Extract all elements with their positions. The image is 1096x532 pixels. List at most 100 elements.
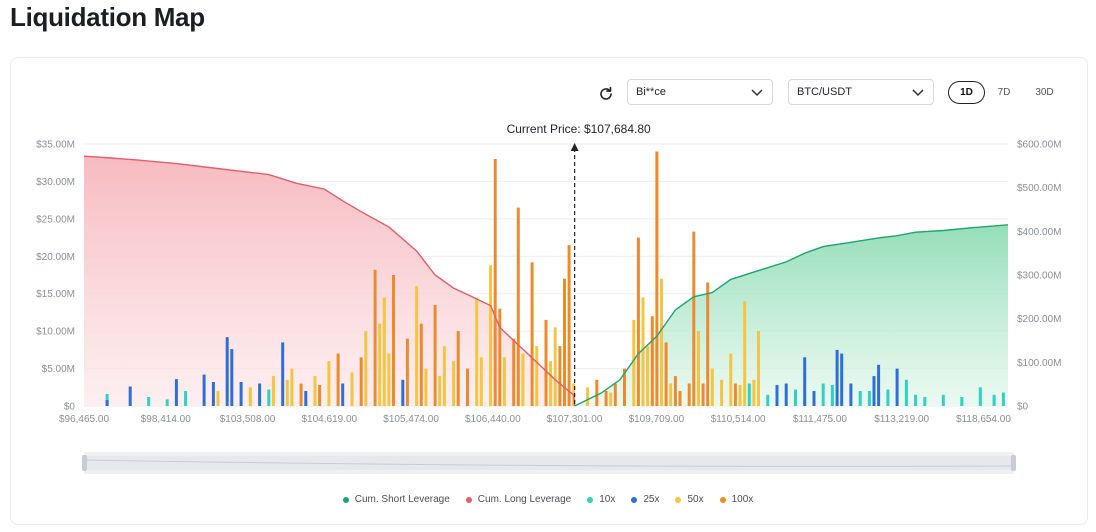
legend-label: 100x bbox=[731, 494, 754, 505]
legend-dot-icon bbox=[719, 496, 726, 503]
bar-x50 bbox=[729, 353, 733, 406]
legend-dot-icon bbox=[675, 496, 682, 503]
bar-x100 bbox=[456, 331, 460, 406]
bar-x25 bbox=[128, 386, 132, 406]
range-button-30d[interactable]: 30D bbox=[1035, 87, 1054, 98]
bar-x25 bbox=[895, 368, 899, 406]
bar-x10 bbox=[992, 394, 996, 406]
bar-x25 bbox=[225, 337, 229, 406]
bar-x50 bbox=[743, 301, 747, 406]
zoom-preview bbox=[84, 456, 1014, 470]
refresh-button[interactable] bbox=[597, 85, 615, 103]
bar-x50 bbox=[609, 392, 613, 406]
range-button-7d[interactable]: 7D bbox=[997, 87, 1011, 98]
legend-item-cum-short[interactable]: Cum. Short Leverage bbox=[342, 494, 450, 505]
bar-x50 bbox=[285, 379, 289, 406]
range-button-1d[interactable]: 1D bbox=[948, 81, 985, 104]
bar-x100 bbox=[563, 278, 566, 406]
zoom-slider[interactable] bbox=[82, 452, 1016, 474]
exchange-select[interactable]: Bi**ce bbox=[627, 79, 773, 105]
bar-x100 bbox=[433, 304, 437, 406]
bar-x10 bbox=[184, 391, 188, 406]
bar-x100 bbox=[512, 338, 516, 406]
zoom-handle-left[interactable] bbox=[82, 455, 87, 471]
y-left-tick-label: $20.00M bbox=[36, 252, 75, 263]
bar-x25 bbox=[849, 383, 853, 406]
x-tick-label: $109,709.00 bbox=[629, 414, 685, 425]
bar-x100 bbox=[613, 383, 617, 406]
zoom-handle-right[interactable] bbox=[1011, 455, 1016, 471]
bar-x50 bbox=[479, 357, 483, 406]
legend-dot-icon bbox=[342, 496, 349, 503]
bar-x50 bbox=[442, 346, 446, 406]
bar-x50 bbox=[586, 387, 590, 406]
legend-item-100x[interactable]: 100x bbox=[719, 494, 754, 505]
cum-long-area bbox=[84, 156, 575, 406]
legend-label: 50x bbox=[687, 494, 704, 505]
bar-x25 bbox=[281, 342, 285, 406]
y-left-tick-label: $30.00M bbox=[36, 177, 75, 188]
bar-x50 bbox=[646, 346, 650, 406]
bar-x25 bbox=[877, 364, 881, 406]
bar-x10 bbox=[886, 389, 890, 406]
y-right-tick-label: $500.00M bbox=[1017, 183, 1061, 194]
legend-item-50x[interactable]: 50x bbox=[675, 494, 704, 505]
legend-label: 10x bbox=[599, 494, 616, 505]
legend-item-10x[interactable]: 10x bbox=[587, 494, 615, 505]
y-left-tick-label: $5.00M bbox=[42, 364, 75, 375]
bar-x25 bbox=[230, 349, 234, 406]
bar-x100 bbox=[466, 368, 469, 406]
bar-x100 bbox=[701, 383, 705, 406]
bar-x50 bbox=[364, 331, 368, 406]
x-tick-label: $118,654.00 bbox=[956, 414, 1011, 425]
x-tick-label: $103,508.00 bbox=[220, 414, 276, 425]
bar-x100 bbox=[650, 316, 654, 406]
bar-x50 bbox=[752, 379, 756, 406]
exchange-select-value: Bi**ce bbox=[636, 86, 666, 98]
bar-x50 bbox=[350, 372, 354, 406]
bar-x10 bbox=[267, 389, 271, 406]
bar-x50 bbox=[313, 376, 317, 406]
chevron-down-icon bbox=[751, 89, 763, 97]
bar-x50 bbox=[452, 361, 456, 406]
bar-x50 bbox=[290, 368, 294, 406]
refresh-icon bbox=[600, 86, 612, 100]
legend-dot-icon bbox=[465, 496, 472, 503]
cum-short-area bbox=[574, 224, 1008, 406]
x-tick-label: $110,514.00 bbox=[711, 414, 766, 425]
bar-x100 bbox=[419, 323, 423, 406]
x-tick-label: $105,474.00 bbox=[383, 414, 439, 425]
x-tick-label: $113,219.00 bbox=[874, 414, 929, 425]
bar-x100 bbox=[692, 231, 696, 406]
legend-label: 25x bbox=[643, 494, 660, 505]
pair-select-value: BTC/USDT bbox=[797, 86, 852, 98]
legend-item-25x[interactable]: 25x bbox=[631, 494, 659, 505]
y-right-tick-label: $100.00M bbox=[1017, 358, 1061, 369]
bar-x10 bbox=[858, 391, 862, 406]
bar-x100 bbox=[664, 342, 668, 406]
arrow-up-icon bbox=[570, 143, 579, 151]
bar-x100 bbox=[359, 357, 363, 406]
bar-x10 bbox=[904, 379, 908, 406]
pair-select[interactable]: BTC/USDT bbox=[788, 79, 934, 105]
bar-x10 bbox=[821, 383, 825, 406]
bar-x25 bbox=[202, 374, 206, 406]
bar-x10 bbox=[830, 385, 834, 406]
bar-x25 bbox=[803, 357, 807, 406]
bar-x10 bbox=[747, 383, 751, 406]
legend-item-cum-long[interactable]: Cum. Long Leverage bbox=[465, 494, 571, 505]
bar-x100 bbox=[655, 151, 659, 406]
y-right-tick-label: $300.00M bbox=[1017, 271, 1061, 282]
liquidation-chart: $0 $5.00M $10.00M $15.00M $20.00M $25.00M $30.… bbox=[36, 122, 1061, 425]
bar-x100 bbox=[678, 391, 682, 406]
bar-x100 bbox=[405, 338, 409, 406]
bar-x50 bbox=[720, 379, 724, 406]
bar-x50 bbox=[697, 331, 700, 406]
bar-x100 bbox=[493, 159, 497, 406]
legend-label: Cum. Short Leverage bbox=[354, 494, 450, 505]
bar-x50 bbox=[632, 319, 636, 406]
bar-x100 bbox=[706, 282, 710, 406]
x-tick-label: $106,440.00 bbox=[465, 414, 521, 425]
y-right-tick-label: $200.00M bbox=[1017, 314, 1061, 325]
bar-x10 bbox=[867, 391, 871, 406]
